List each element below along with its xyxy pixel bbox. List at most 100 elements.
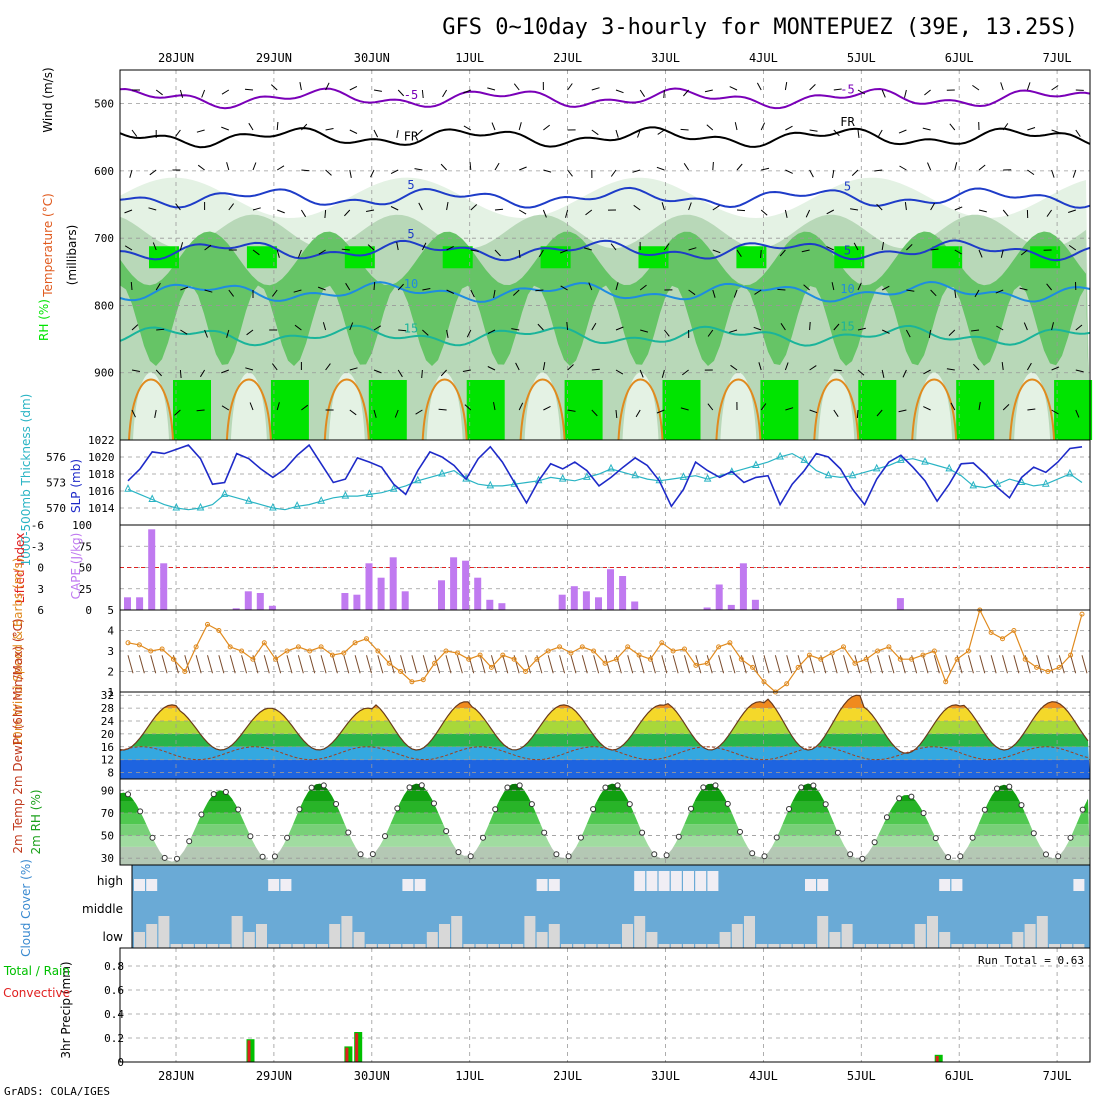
wind-barb [493, 289, 496, 298]
wind-barb [664, 329, 670, 337]
wind-barb [518, 402, 524, 411]
wind-barb [1001, 362, 1004, 371]
surface-wind-barb [888, 655, 895, 674]
wind-barb [736, 209, 746, 212]
wind-barb [276, 165, 285, 171]
y-tick-label: 0 [37, 562, 44, 575]
wind-barb [1046, 209, 1053, 217]
y-tick-label: 75 [79, 540, 92, 553]
surface-wind-barb [752, 655, 759, 674]
wind-barb [204, 329, 208, 338]
wind-barb [978, 402, 981, 411]
surface-wind-barb [343, 655, 350, 674]
high-cloud-bar [646, 871, 658, 891]
wind-speed-point [466, 656, 472, 662]
wind-barb [513, 83, 520, 91]
thickness-marker [969, 480, 978, 489]
temp-color-band [120, 759, 1090, 779]
rh-point [125, 791, 131, 798]
date-label-bottom: 29JUN [256, 1069, 292, 1083]
wind-barb [615, 89, 624, 94]
cape-bar [498, 603, 506, 610]
wind-barb [681, 369, 689, 376]
wind-speed-point [738, 656, 744, 662]
wind-speed-point [579, 644, 585, 650]
wind-barb [760, 122, 766, 131]
low-cloud-bar [658, 944, 670, 948]
temperature-axis-label: Temperature (°C) [41, 193, 55, 298]
wind-barb [801, 249, 810, 253]
wind-barb [946, 368, 955, 371]
rh-point [565, 853, 572, 860]
wind-barb [180, 329, 188, 335]
y-tick-label: 5 [107, 604, 114, 617]
wind-speed-point [193, 644, 199, 650]
rh-point [688, 805, 694, 812]
wind-speed-point [1000, 636, 1005, 642]
wind-barb [950, 402, 956, 411]
wind-barb [373, 369, 382, 374]
wind-barb [487, 329, 496, 335]
rh-point [296, 806, 303, 813]
wind-barb [446, 245, 454, 251]
surface-wind-barb [581, 655, 588, 674]
wind-speed-point [295, 644, 301, 650]
low-cloud-bar [890, 944, 902, 948]
high-cloud-bar [268, 879, 280, 891]
y-tick-label: 800 [94, 299, 114, 312]
cape-bar [715, 584, 723, 610]
wind-speed-point [159, 646, 165, 652]
y-tick-label: 0.2 [104, 1032, 124, 1045]
wind-speed-point [602, 660, 608, 666]
wind-speed-point [477, 652, 483, 658]
wind-barb [758, 362, 762, 371]
low-cloud-bar [902, 944, 914, 948]
wind-barb [271, 363, 278, 371]
wind-speed-point [1056, 664, 1062, 670]
wind-barb [928, 329, 932, 338]
low-cloud-bar [329, 924, 341, 948]
wind-barb [519, 166, 527, 171]
date-label-top: 28JUN [158, 51, 194, 65]
surface-wind-barb [967, 655, 974, 674]
thickness-marker [727, 467, 736, 475]
warm-contour [323, 378, 370, 441]
rh-core-mid [932, 246, 963, 269]
wind-barb [390, 206, 399, 211]
wind-barb [470, 249, 479, 252]
wind-barb [438, 408, 447, 411]
low-cloud-bar [548, 924, 560, 948]
wind-barb [978, 164, 986, 171]
surface-wind-barb [1081, 655, 1088, 674]
rh-point [1079, 806, 1086, 813]
wind-speed-point [704, 660, 710, 666]
wind-barb [761, 167, 770, 171]
wind-barb [881, 285, 890, 291]
rh-core-low [662, 380, 701, 440]
thickness-marker [848, 470, 857, 479]
thickness-marker [583, 472, 591, 480]
temperature-panel-axis-label: 2m Temp 2m DewPt (6hr Min/Max) (°C) [11, 618, 25, 853]
surface-wind-barb [990, 655, 997, 674]
surface-wind-barb [547, 655, 554, 674]
rh-point [675, 833, 682, 840]
wind-barb [930, 202, 936, 211]
thickness-marker [124, 484, 132, 492]
high-cloud-bar [548, 879, 560, 891]
surface-wind-barb [945, 655, 952, 674]
low-cloud-bar [780, 944, 792, 948]
wind-barb [418, 202, 423, 211]
rh-point [222, 789, 229, 795]
date-label-top: 5JUL [847, 51, 876, 65]
temperature-contour [119, 186, 1091, 209]
wind-barb [756, 82, 762, 91]
y-tick-label: 0.8 [104, 960, 124, 973]
wind-barb [996, 325, 1004, 331]
rh-core-mid [638, 246, 669, 269]
thickness-marker [679, 472, 688, 480]
cape-bar [703, 607, 711, 610]
wind-barb [567, 169, 573, 177]
wind-speed-point [329, 652, 335, 658]
cape-bar [377, 577, 385, 610]
low-cloud-bar [439, 924, 450, 948]
